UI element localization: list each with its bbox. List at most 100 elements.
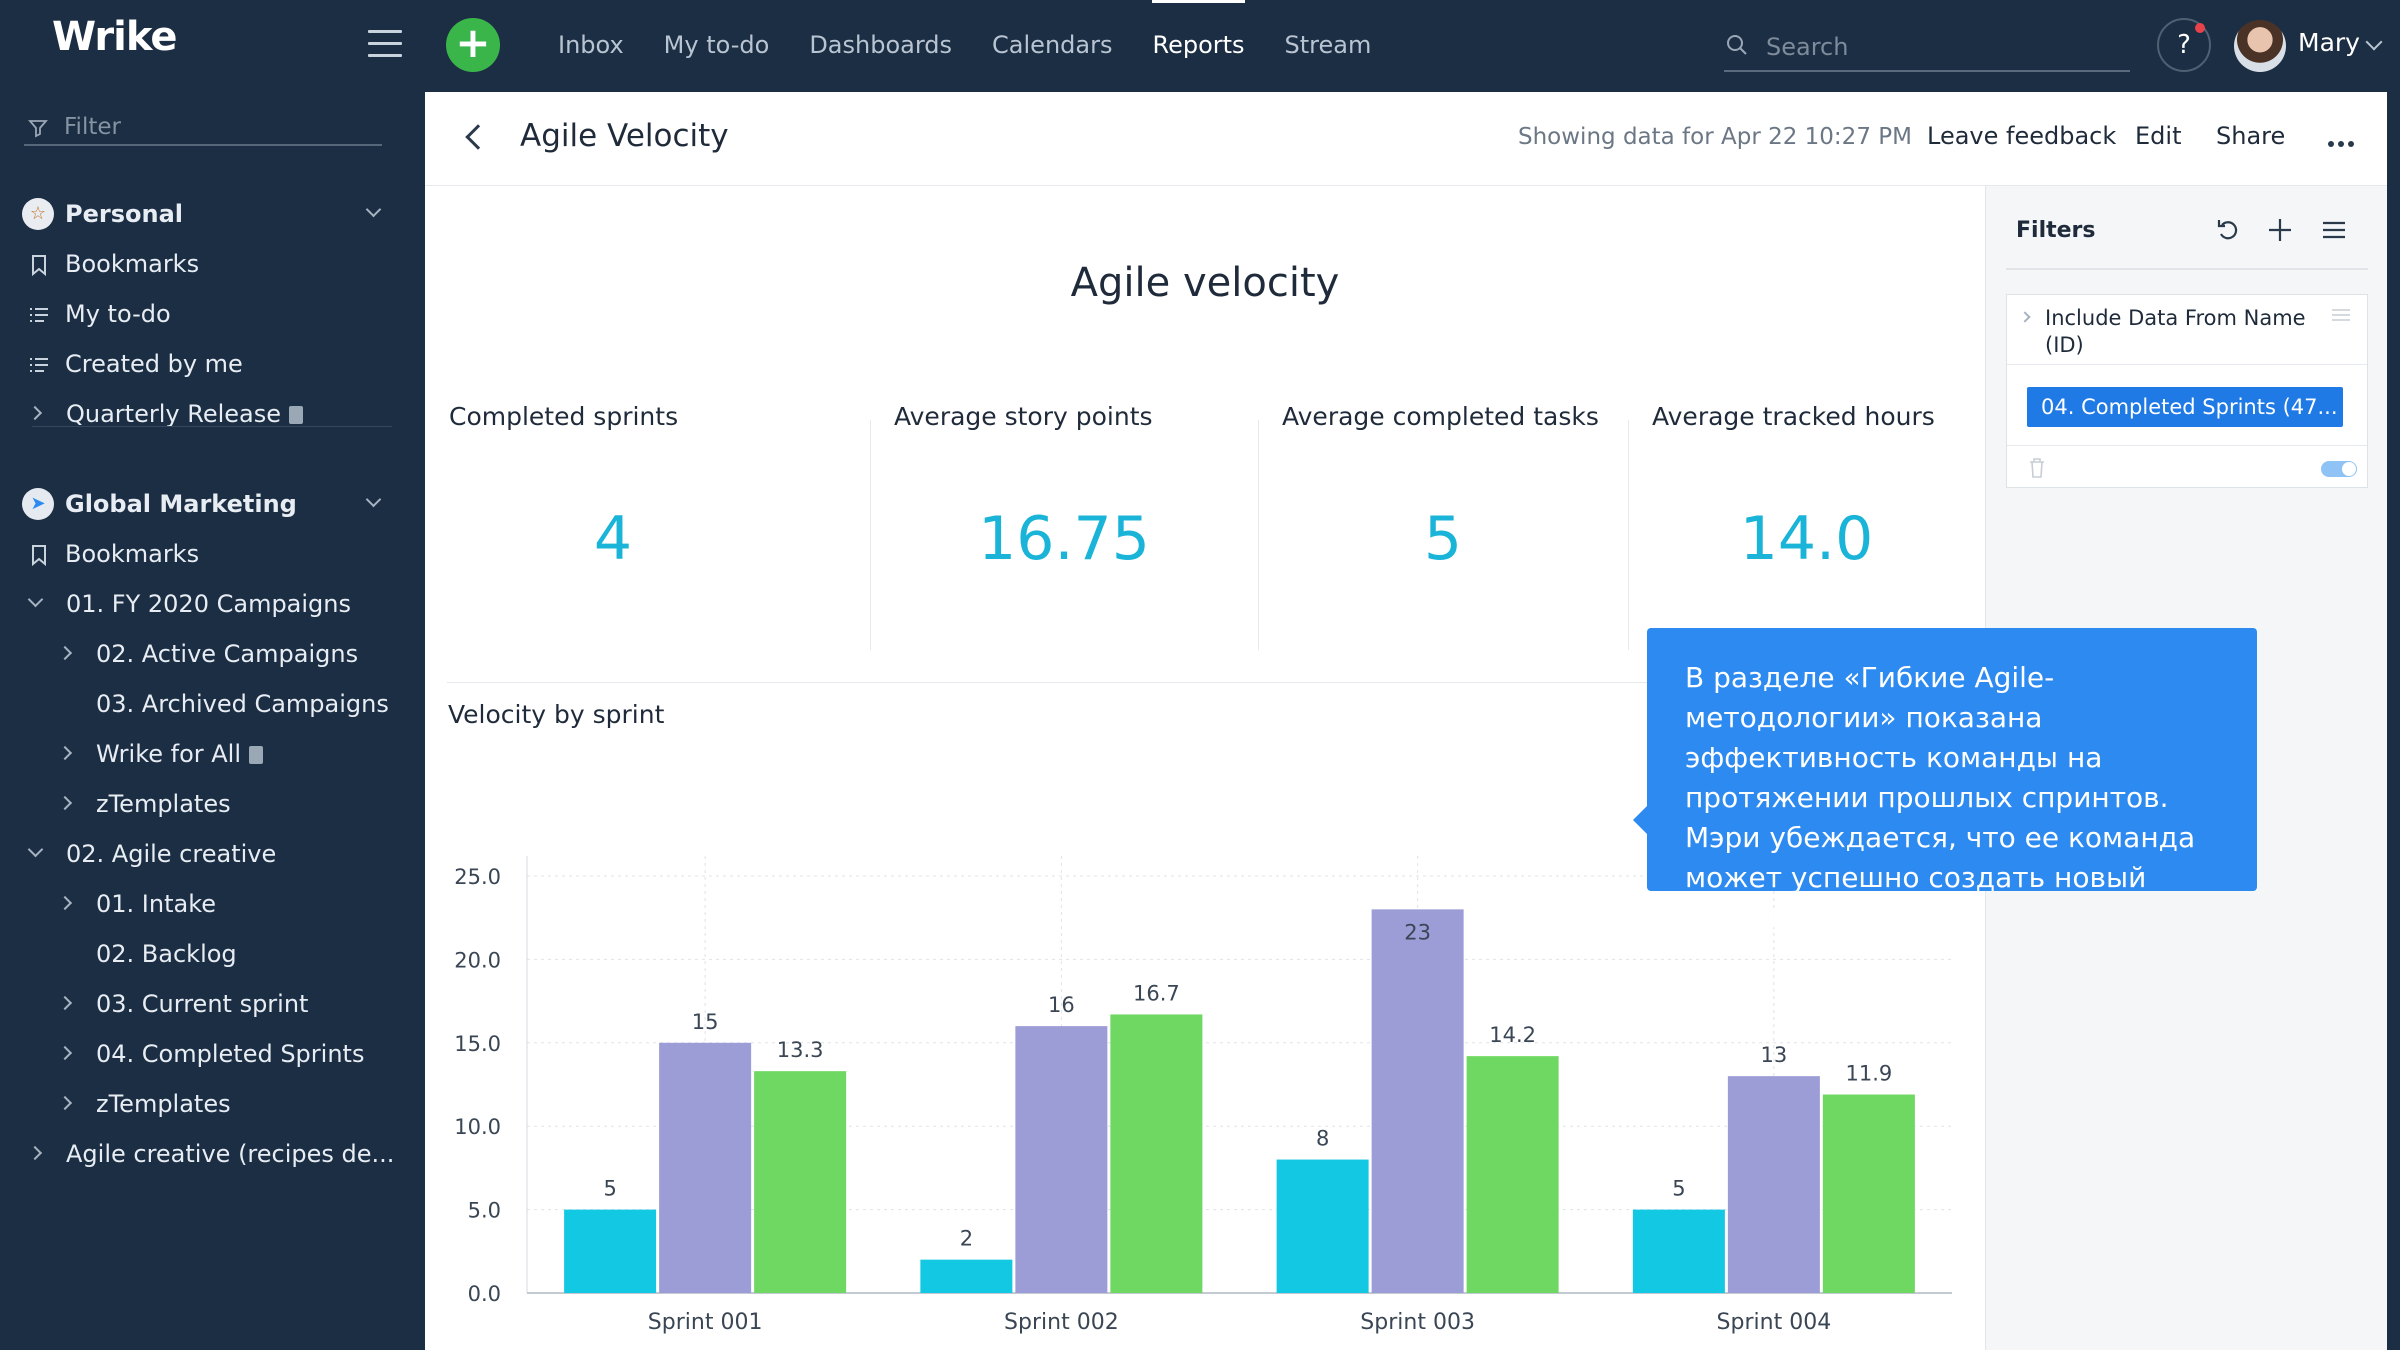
chevron-right-icon[interactable] (57, 895, 73, 911)
x-tick-label: Sprint 002 (1004, 1310, 1119, 1335)
sidebar-item-quarterly-release[interactable]: Quarterly Release (0, 390, 425, 440)
help-label: ? (2177, 30, 2191, 60)
sidebar-item-label: 03. Current sprint (96, 990, 309, 1018)
filter-card: Include Data From Name (ID) 04. Complete… (2006, 294, 2368, 488)
sidebar-item-label: zTemplates (96, 790, 231, 818)
sidebar-item-ztemplates[interactable]: zTemplates (0, 780, 425, 830)
divider (2007, 445, 2367, 446)
sidebar-item-label: 02. Agile creative (66, 840, 277, 868)
sidebar-item-bookmarks[interactable]: Bookmarks (0, 240, 425, 290)
kpi-average-completed-tasks: Average completed tasks 5 (1258, 394, 1628, 634)
trash-icon[interactable] (2027, 457, 2047, 479)
bar (1632, 1209, 1725, 1293)
sidebar-item-active-campaigns[interactable]: 02. Active Campaigns (0, 630, 425, 680)
edit-button[interactable]: Edit (2135, 122, 2182, 150)
chevron-down-icon[interactable] (27, 591, 44, 608)
more-icon[interactable] (2328, 132, 2358, 147)
bar (1466, 1056, 1559, 1293)
filters-title: Filters (2016, 218, 2096, 243)
nav-calendars[interactable]: Calendars (992, 31, 1113, 59)
divider (447, 682, 1967, 683)
sidebar-item-bookmarks[interactable]: Bookmarks (0, 530, 425, 580)
data-label: 14.2 (1489, 1023, 1536, 1047)
nav-reports[interactable]: Reports (1132, 0, 1264, 92)
data-label: 23 (1404, 920, 1431, 944)
menu-icon[interactable] (2320, 216, 2348, 244)
bar (1276, 1159, 1369, 1293)
drag-handle-icon[interactable] (2331, 307, 2351, 323)
wrike-logo[interactable]: Wrike (52, 14, 178, 60)
chevron-right-icon[interactable] (57, 645, 73, 661)
sidebar-item-agile-creative[interactable]: 02. Agile creative (0, 830, 425, 880)
nav-my-todo[interactable]: My to-do (663, 31, 770, 59)
divider (1258, 420, 1259, 650)
sidebar-item-label: Wrike for All (96, 740, 242, 768)
sidebar-item-ztemplates[interactable]: zTemplates (0, 1080, 425, 1130)
sidebar-item-intake[interactable]: 01. Intake (0, 880, 425, 930)
chevron-right-icon[interactable] (27, 1145, 43, 1161)
main-nav: Inbox My to-do Dashboards Calendars Repo… (538, 0, 1391, 92)
sidebar-item-backlog[interactable]: 02. Backlog (0, 930, 425, 980)
leave-feedback-button[interactable]: Leave feedback (1927, 122, 2117, 150)
reset-icon[interactable] (2214, 216, 2242, 244)
sidebar-item-label: 02. Backlog (96, 940, 237, 968)
chevron-right-icon[interactable] (57, 795, 73, 811)
search-input[interactable] (1766, 28, 2116, 66)
menu-icon[interactable] (368, 30, 402, 60)
space-personal[interactable]: ☆ Personal (0, 190, 425, 240)
filter-card-header[interactable]: Include Data From Name (ID) (2007, 295, 2367, 365)
nav-stream[interactable]: Stream (1284, 31, 1372, 59)
avatar[interactable] (2234, 20, 2286, 72)
sidebar-item-label: zTemplates (96, 1090, 231, 1118)
filter-icon (28, 120, 48, 138)
chevron-down-icon[interactable] (27, 841, 44, 858)
y-tick-label: 25.0 (454, 865, 501, 889)
y-tick-label: 20.0 (454, 948, 501, 972)
filter-placeholder: Filter (64, 114, 121, 140)
bookmark-icon (32, 545, 46, 567)
sidebar-item-current-sprint[interactable]: 03. Current sprint (0, 980, 425, 1030)
data-label: 15 (692, 1010, 719, 1034)
share-button[interactable]: Share (2216, 122, 2286, 150)
filter-value-chip[interactable]: 04. Completed Sprints (47... (2027, 387, 2343, 427)
help-button[interactable]: ? (2157, 18, 2211, 72)
sidebar-item-fy2020[interactable]: 01. FY 2020 Campaigns (0, 580, 425, 630)
chevron-down-icon[interactable] (2365, 33, 2383, 51)
sidebar-item-label: 02. Active Campaigns (96, 640, 359, 668)
personal-space-icon: ☆ (22, 198, 54, 230)
data-label: 5 (1672, 1177, 1685, 1201)
chevron-right-icon[interactable] (57, 1045, 73, 1061)
window-edge (2387, 92, 2400, 1350)
space-global-marketing[interactable]: ➤ Global Marketing (0, 480, 425, 530)
nav-dashboards[interactable]: Dashboards (809, 31, 953, 59)
sidebar-item-label: 04. Completed Sprints (96, 1040, 365, 1068)
filter-toggle[interactable] (2321, 461, 2357, 477)
chevron-right-icon[interactable] (57, 745, 73, 761)
sidebar-item-wrike-for-all[interactable]: Wrike for All (0, 730, 425, 780)
sidebar-item-label: My to-do (65, 300, 171, 328)
chevron-down-icon[interactable] (365, 491, 382, 508)
sidebar-item-completed-sprints[interactable]: 04. Completed Sprints (0, 1030, 425, 1080)
add-icon[interactable] (2266, 216, 2294, 244)
filter-field-label: Include Data From Name (ID) (2045, 306, 2306, 357)
chevron-right-icon[interactable] (2019, 311, 2031, 323)
kpi-value: 4 (593, 504, 633, 574)
chart-title: Velocity by sprint (448, 700, 665, 729)
sidebar-item-my-todo[interactable]: My to-do (0, 290, 425, 340)
bar (1727, 1076, 1820, 1293)
chevron-right-icon[interactable] (57, 995, 73, 1011)
chevron-down-icon[interactable] (365, 201, 382, 218)
user-name[interactable]: Mary (2298, 28, 2360, 57)
search-box (1724, 24, 2130, 72)
sidebar-item-agile-creative-recipes[interactable]: Agile creative (recipes de... (0, 1130, 425, 1180)
sidebar-filter[interactable]: Filter (24, 106, 382, 146)
nav-inbox[interactable]: Inbox (558, 31, 624, 59)
chevron-right-icon[interactable] (27, 405, 43, 421)
sidebar-item-archived-campaigns[interactable]: 03. Archived Campaigns (0, 680, 425, 730)
sidebar-item-created-by-me[interactable]: Created by me (0, 340, 425, 390)
create-new-button[interactable]: + (446, 18, 500, 72)
sidebar-item-label: Created by me (65, 350, 243, 378)
back-arrow-icon[interactable] (465, 124, 491, 150)
bookmark-icon (32, 255, 46, 277)
chevron-right-icon[interactable] (57, 1095, 73, 1111)
